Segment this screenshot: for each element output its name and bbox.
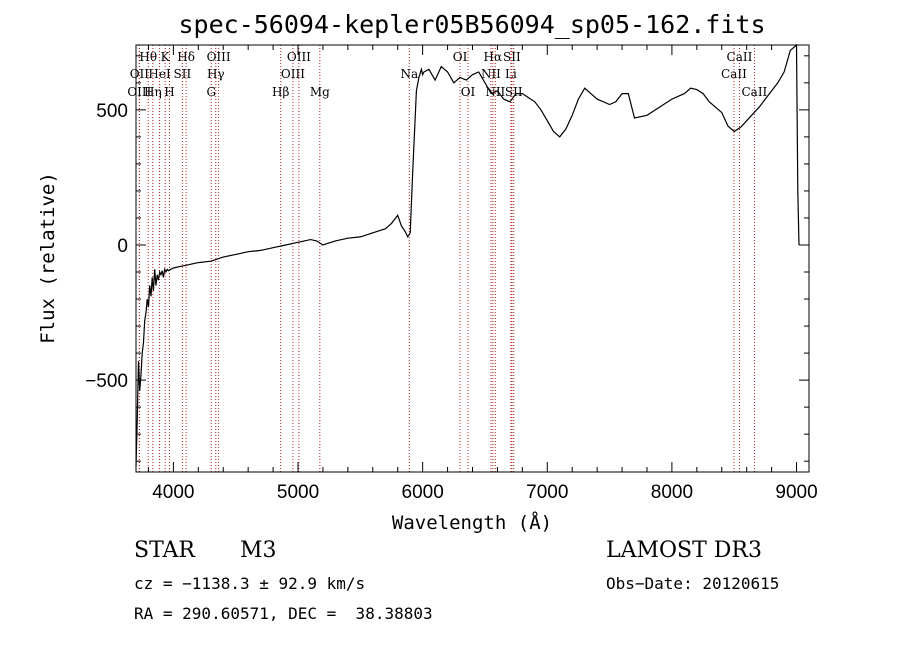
line-marker-label-4: HeI: [148, 67, 171, 81]
object-type: STAR: [134, 538, 195, 563]
line-marker-label-17: OI: [453, 50, 468, 64]
line-marker-label-16: Na: [400, 67, 418, 81]
line-marker-label-22: Li: [505, 67, 517, 81]
object-subclass: M3: [240, 538, 277, 563]
chart-title: spec-56094-kepler05B56094_sp05-162.fits: [179, 10, 766, 39]
axis-tick-labels: 4000 5000 6000 7000 8000 9000 −500 0 500: [85, 101, 817, 503]
line-marker-label-1: OII: [130, 67, 150, 81]
line-marker-label-25: CaII: [727, 50, 753, 64]
line-marker-label-27: CaII: [741, 85, 767, 99]
series-flux: [135, 43, 800, 467]
x-tick-label-7000: 7000: [526, 482, 568, 503]
line-marker-label-14: Hβ: [272, 85, 289, 99]
x-tick-label-8000: 8000: [651, 482, 693, 503]
line-marker-label-26: CaII: [721, 67, 747, 81]
survey-name: LAMOST DR3: [606, 538, 762, 563]
line-marker-label-12: OIII: [287, 50, 311, 64]
line-marker-label-5: Hη: [144, 85, 162, 99]
line-marker-label-0: Hθ: [139, 50, 157, 64]
x-axis-label: Wavelength (Å): [392, 511, 552, 534]
observation-date: Obs−Date: 20120615: [606, 574, 780, 593]
y-axis-label: Flux (relative): [37, 172, 59, 344]
line-marker-label-9: OIII: [207, 50, 231, 64]
line-marker-label-15: Mg: [310, 85, 330, 99]
line-marker-label-13: OIII: [281, 67, 305, 81]
line-marker-label-21: NII: [481, 67, 501, 81]
line-marker-label-10: Hγ: [207, 67, 225, 81]
line-marker-label-8: H: [164, 85, 174, 99]
line-marker-label-6: Hδ: [177, 50, 195, 64]
spectrum-layer: [135, 43, 800, 467]
x-tick-label-6000: 6000: [402, 482, 444, 503]
x-tick-label-5000: 5000: [277, 482, 319, 503]
axis-ticks: [136, 45, 809, 472]
line-marker-label-19: Hα: [484, 50, 503, 64]
line-marker-label-18: OI: [461, 85, 476, 99]
y-tick-label--500: −500: [85, 371, 128, 392]
redshift-velocity: cz = −1138.3 ± 92.9 km/s: [134, 574, 366, 593]
line-marker-label-2: OIII: [127, 85, 151, 99]
plot-frame: [135, 44, 810, 473]
line-marker-label-24: SII: [505, 85, 523, 99]
line-marker-label-11: G: [206, 85, 216, 99]
line-marker-label-20: SII: [503, 50, 521, 64]
line-markers: [138, 45, 755, 472]
coordinates: RA = 290.60571, DEC = 38.38803: [134, 604, 433, 623]
line-marker-label-3: K: [161, 50, 171, 64]
y-tick-label-0: 0: [117, 236, 128, 257]
x-tick-label-4000: 4000: [152, 482, 194, 503]
y-tick-label-500: 500: [96, 101, 128, 122]
line-marker-label-7: SII: [174, 67, 192, 81]
x-tick-label-9000: 9000: [775, 482, 817, 503]
